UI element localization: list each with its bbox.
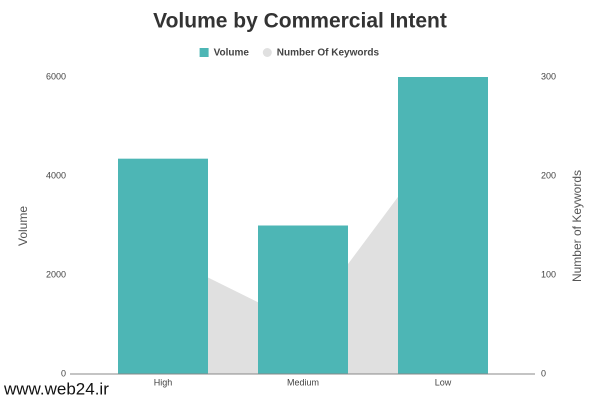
y2-tick-label: 100 bbox=[541, 269, 556, 279]
y-tick-label: 2000 bbox=[46, 269, 66, 279]
area bbox=[163, 136, 443, 374]
chart-title: Volume by Commercial Intent bbox=[153, 10, 447, 33]
legend-label: Volume bbox=[214, 48, 250, 59]
bar bbox=[118, 158, 208, 374]
x-tick-label: Medium bbox=[287, 377, 319, 387]
legend-swatch bbox=[262, 48, 272, 57]
legend-swatch bbox=[199, 48, 209, 57]
y2-axis-title: Number of Keywords bbox=[570, 170, 584, 282]
y-axis-title: Volume bbox=[16, 206, 30, 246]
y-tick-label: 4000 bbox=[46, 170, 66, 180]
watermark: www.web24.ir bbox=[3, 379, 109, 398]
y2-tick-label: 300 bbox=[541, 71, 556, 81]
legend-label: Number Of Keywords bbox=[277, 48, 380, 59]
bar bbox=[398, 77, 488, 374]
bar bbox=[258, 225, 348, 374]
y-tick-label: 0 bbox=[61, 368, 66, 378]
y2-tick-label: 200 bbox=[541, 170, 556, 180]
x-tick-label: High bbox=[154, 377, 173, 387]
y-tick-label: 6000 bbox=[46, 71, 66, 81]
x-tick-label: Low bbox=[435, 377, 452, 387]
y2-tick-label: 0 bbox=[541, 368, 546, 378]
